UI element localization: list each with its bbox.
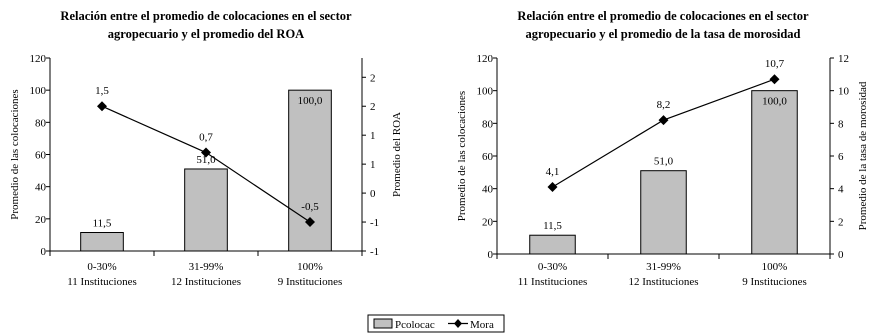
line-data-label: 8,2	[657, 99, 671, 111]
category-label-line2: 12 Instituciones	[629, 276, 699, 288]
left-tick-label: 60	[35, 150, 47, 162]
right-tick-label: 1	[370, 130, 376, 142]
left-tick-label: 40	[35, 182, 47, 194]
right-tick-label: 0	[838, 249, 844, 261]
right-tick-label: 0	[370, 188, 376, 200]
left-tick-label: 60	[482, 151, 494, 163]
bar-data-label: 100,0	[298, 95, 323, 107]
category-label-line1: 31-99%	[189, 261, 224, 273]
line-data-label: 4,1	[546, 166, 560, 178]
chart-morosidad: Relación entre el promedio de colocacion…	[456, 9, 869, 288]
category-label-line1: 0-30%	[87, 261, 116, 273]
chart-title-line: Relación entre el promedio de colocacion…	[517, 9, 809, 23]
left-tick-label: 40	[482, 184, 494, 196]
category-label-line2: 9 Instituciones	[278, 276, 342, 288]
left-tick-label: 0	[41, 246, 47, 258]
mora-point	[658, 115, 669, 126]
bar	[529, 234, 576, 255]
left-tick-label: 0	[488, 249, 494, 261]
mora-point	[305, 217, 315, 228]
left-tick-label: 20	[482, 216, 494, 228]
left-tick-label: 100	[30, 85, 47, 97]
y-axis-title: Promedio de las colocaciones	[9, 89, 21, 219]
line-data-label: 0,7	[199, 132, 213, 144]
mora-point	[769, 74, 780, 85]
bar	[751, 90, 798, 255]
line-data-label: 10,7	[765, 58, 785, 70]
line-data-label: -0,5	[301, 201, 319, 213]
bar-data-label: 11,5	[543, 220, 562, 232]
category-label-line1: 100%	[762, 261, 788, 273]
mora-point	[97, 101, 107, 112]
category-label-line2: 12 Instituciones	[171, 276, 241, 288]
bar-data-label: 11,5	[93, 218, 112, 230]
left-tick-label: 100	[477, 86, 494, 98]
mora-point	[547, 182, 558, 193]
y2-axis-title: Promedio del ROA	[391, 112, 403, 197]
right-tick-label: 1	[370, 159, 376, 171]
right-tick-label: 2	[838, 216, 844, 228]
left-tick-label: 80	[35, 117, 47, 129]
category-label-line2: 9 Instituciones	[742, 276, 806, 288]
chart-title-line: agropecuario y el promedio de la tasa de…	[526, 27, 801, 41]
right-tick-label: 10	[838, 86, 850, 98]
chart-title-line: Relación entre el promedio de colocacion…	[60, 9, 352, 23]
legend-diamond-swatch	[454, 319, 462, 328]
bar	[80, 232, 124, 252]
legend-box	[367, 314, 505, 333]
legend-label-mora: Mora	[470, 319, 494, 331]
bar	[640, 170, 687, 255]
category-label-line1: 0-30%	[538, 261, 567, 273]
left-tick-label: 80	[482, 118, 494, 130]
category-label-line2: 11 Instituciones	[518, 276, 588, 288]
line-data-label: 1,5	[95, 85, 109, 97]
right-tick-label: 8	[838, 118, 844, 130]
right-tick-label: -1	[370, 217, 379, 229]
y-axis-title: Promedio de las colocaciones	[456, 91, 468, 221]
category-label-line1: 31-99%	[646, 261, 681, 273]
right-tick-label: 2	[370, 101, 376, 113]
chart-title-line: agropecuario y el promedio del ROA	[108, 27, 304, 41]
category-label-line1: 100%	[297, 261, 323, 273]
category-label-line2: 11 Instituciones	[67, 276, 137, 288]
left-tick-label: 120	[30, 53, 47, 65]
y2-axis-title: Promedio de la tasa de morosidad	[857, 81, 869, 230]
bar-data-label: 51,0	[196, 154, 216, 166]
right-tick-label: 12	[838, 53, 849, 65]
mora-point	[201, 147, 211, 158]
bar-data-label: 51,0	[654, 156, 674, 168]
left-tick-label: 20	[35, 214, 47, 226]
bar-data-label: 100,0	[762, 96, 787, 108]
bar	[184, 168, 228, 252]
right-tick-label: 4	[838, 184, 844, 196]
right-tick-label: 2	[370, 72, 376, 84]
legend-bar-swatch	[373, 318, 393, 329]
left-tick-label: 120	[477, 53, 494, 65]
right-tick-label: 6	[838, 151, 844, 163]
legend-label-pcolocac: Pcolocac	[395, 319, 435, 331]
legend: Pcolocac Mora	[367, 314, 505, 333]
right-tick-label: -1	[370, 246, 379, 258]
chart-roa: Relación entre el promedio de colocacion…	[9, 9, 403, 288]
